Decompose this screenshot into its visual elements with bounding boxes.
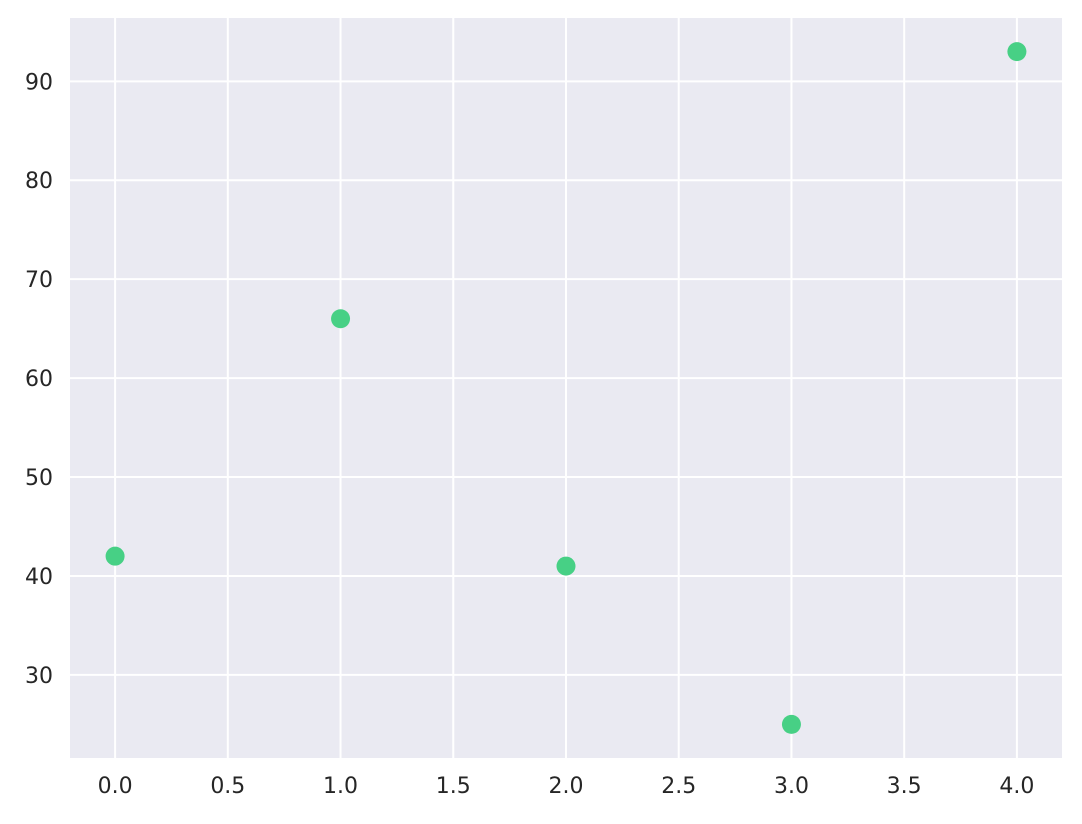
x-tick-label: 0.0 [98, 774, 133, 799]
data-point [781, 714, 801, 734]
y-tick-label: 50 [25, 466, 53, 491]
data-point [556, 556, 576, 576]
y-tick-label: 80 [25, 169, 53, 194]
x-tick-label: 3.5 [887, 774, 922, 799]
x-tick-label: 2.0 [549, 774, 584, 799]
x-tick-label: 4.0 [999, 774, 1034, 799]
x-tick-label: 0.5 [210, 774, 245, 799]
y-tick-label: 60 [25, 367, 53, 392]
x-axis-tick-labels: 0.0 0.5 1.0 1.5 2.0 2.5 3.0 3.5 4.0 [98, 774, 1035, 799]
data-point [1007, 42, 1027, 62]
x-tick-label: 1.0 [323, 774, 358, 799]
y-tick-label: 40 [25, 565, 53, 590]
x-tick-label: 3.0 [774, 774, 809, 799]
y-axis-tick-labels: 30 40 50 60 70 80 90 [25, 70, 53, 689]
data-point [105, 546, 125, 566]
y-gridlines [70, 80, 1062, 676]
y-tick-label: 30 [25, 664, 53, 689]
x-gridlines [114, 18, 1018, 758]
y-tick-label: 90 [25, 70, 53, 95]
y-tick-label: 70 [25, 268, 53, 293]
data-point [331, 309, 351, 329]
x-tick-label: 1.5 [436, 774, 471, 799]
x-tick-label: 2.5 [661, 774, 696, 799]
data-points [105, 42, 1027, 734]
